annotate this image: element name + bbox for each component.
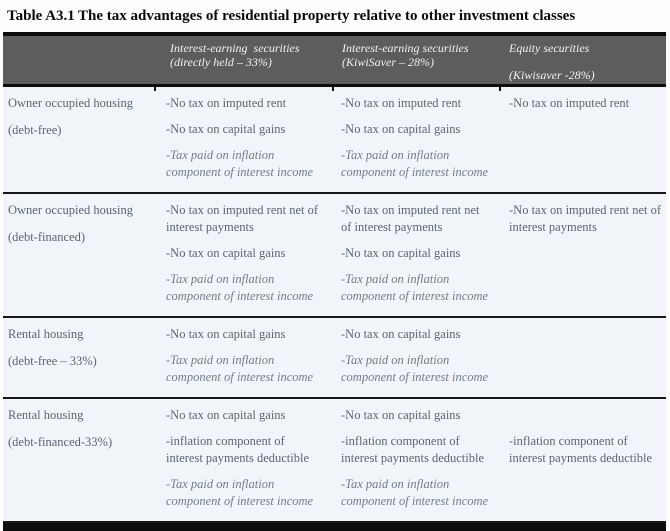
header-bottom-rule [3, 84, 666, 91]
table-title-text: The tax advantages of residential proper… [78, 8, 576, 24]
row-label: Owner occupied housing (debt-free) [8, 96, 133, 137]
cell-interest-direct: -No tax on capital gains -Tax paid on in… [166, 327, 314, 384]
row-label: Rental housing (debt-financed-33%) [8, 408, 113, 449]
table-row-rental-debt-financed: Rental housing (debt-financed-33%) -No t… [3, 399, 666, 523]
cell-interest-direct: -No tax on imputed rent net of interest … [166, 203, 319, 303]
header-cell-interest-kiwisaver: Interest-earning securities (KiwiSaver –… [342, 41, 469, 69]
cell-equity: -No tax on imputed rent [509, 96, 630, 110]
header-cell-equity: Equity securities (Kiwisaver -28%) [509, 41, 595, 82]
table-row-owner-occupied-debt-free: Owner occupied housing (debt-free) -No t… [3, 87, 666, 194]
column-divider-tick [332, 87, 334, 91]
cell-interest-direct: -No tax on imputed rent -No tax on capit… [166, 96, 314, 179]
table-bottom-rule [3, 523, 666, 531]
column-divider-tick [499, 87, 501, 91]
table-top-rule [3, 32, 666, 36]
cell-interest-kiwisaver: -No tax on capital gains -Tax paid on in… [341, 327, 489, 384]
cell-equity: -inflation component of interest payment… [509, 434, 653, 465]
row-label: Rental housing (debt-free – 33%) [8, 327, 97, 368]
header-cell-interest-direct: Interest-earning securities (directly he… [170, 41, 300, 69]
table-row-rental-debt-free: Rental housing (debt-free – 33%) -No tax… [3, 318, 666, 399]
row-label: Owner occupied housing (debt-financed) [8, 203, 133, 244]
table-row-owner-occupied-debt-financed: Owner occupied housing (debt-financed) -… [3, 194, 666, 318]
table-header-row: Interest-earning securities (directly he… [3, 36, 666, 84]
cell-interest-kiwisaver: -No tax on imputed rent net of interest … [341, 203, 489, 303]
tax-advantages-table: Interest-earning securities (directly he… [3, 32, 666, 531]
cell-interest-kiwisaver: -No tax on capital gains -inflation comp… [341, 408, 489, 508]
table-number: Table A3.1 [7, 8, 75, 24]
column-divider-tick [154, 87, 156, 91]
cell-equity-empty [500, 326, 666, 395]
cell-equity: -No tax on imputed rent net of interest … [509, 203, 662, 234]
cell-interest-kiwisaver: -No tax on imputed rent -No tax on capit… [341, 96, 489, 179]
cell-interest-direct: -No tax on capital gains -inflation comp… [166, 408, 314, 508]
table-caption: Table A3.1 The tax advantages of residen… [0, 0, 670, 27]
header-cell-empty [3, 41, 155, 82]
